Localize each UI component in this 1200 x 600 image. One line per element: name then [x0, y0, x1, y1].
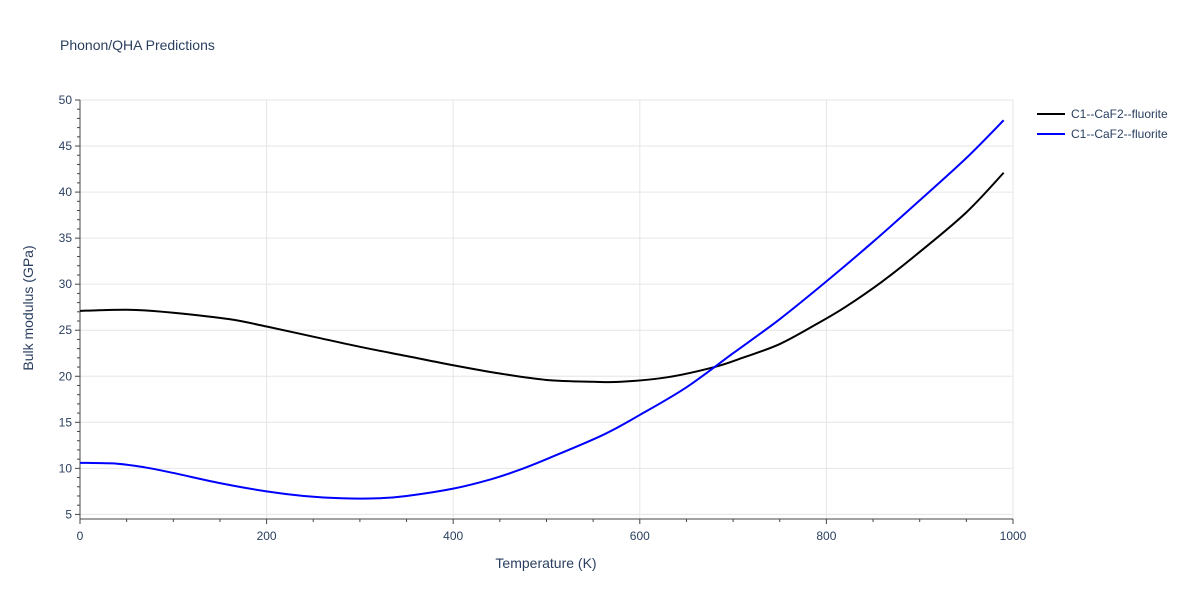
series-line-1 [79, 172, 1005, 384]
y-ticks: 5 10 15 20 25 30 35 40 45 50 [59, 93, 73, 521]
x-ticks: 0 200 400 600 800 1000 [77, 529, 1027, 543]
x-tick-label: 200 [257, 529, 277, 543]
y-tick-label: 25 [59, 323, 73, 337]
y-tick-label: 10 [59, 461, 73, 475]
y-tick-label: 35 [59, 231, 73, 245]
x-tick-label: 1000 [1000, 529, 1027, 543]
y-tick-label: 5 [65, 507, 72, 521]
x-tick-label: 600 [630, 529, 650, 543]
y-tick-label: 30 [59, 277, 73, 291]
axes [75, 99, 1014, 524]
grid [80, 99, 1014, 519]
y-axis-label: Bulk modulus (GPa) [20, 245, 36, 370]
y-tick-label: 45 [59, 139, 73, 153]
legend[interactable]: C1--CaF2--fluorite C1--CaF2--fluorite [1037, 107, 1168, 141]
x-tick-label: 0 [77, 529, 84, 543]
chart-title: Phonon/QHA Predictions [60, 37, 215, 53]
y-tick-label: 50 [59, 93, 73, 107]
x-axis-label: Temperature (K) [495, 555, 596, 571]
x-tick-label: 400 [443, 529, 463, 543]
legend-label: C1--CaF2--fluorite [1071, 107, 1168, 121]
y-tick-label: 15 [59, 415, 73, 429]
legend-item-1[interactable]: C1--CaF2--fluorite [1037, 107, 1168, 121]
x-tick-label: 800 [816, 529, 836, 543]
y-tick-label: 40 [59, 185, 73, 199]
plot-area [79, 119, 1005, 500]
legend-item-2[interactable]: C1--CaF2--fluorite [1037, 127, 1168, 141]
y-tick-label: 20 [59, 369, 73, 383]
legend-label: C1--CaF2--fluorite [1071, 127, 1168, 141]
series-line-2 [79, 119, 1005, 500]
